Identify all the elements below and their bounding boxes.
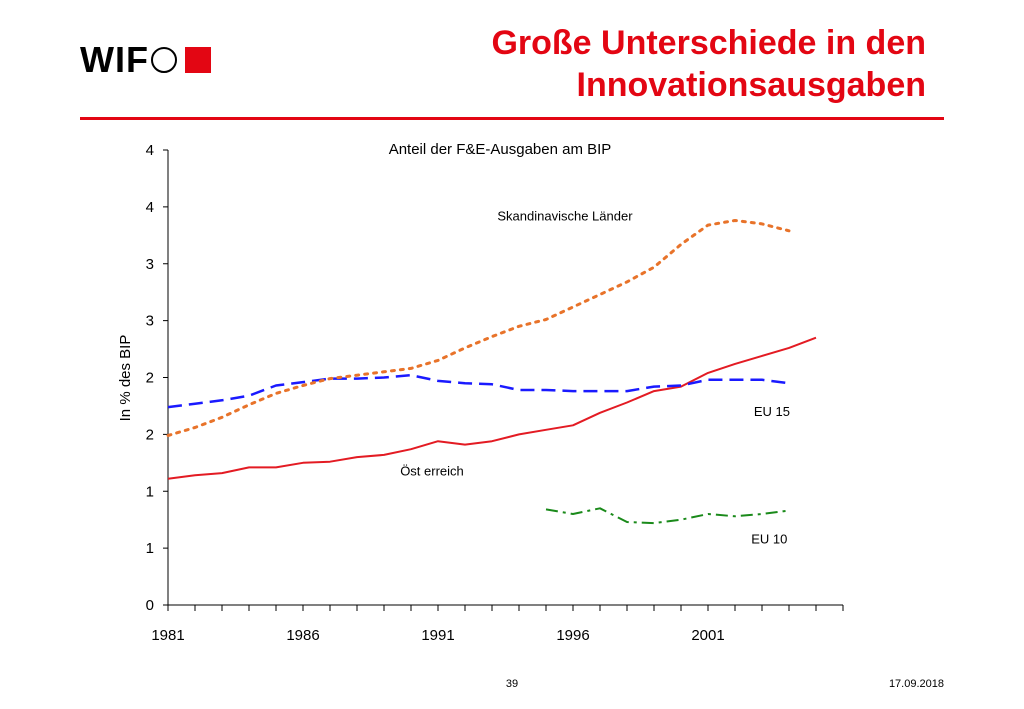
slide-title: Große Unterschiede in den Innovationsaus… — [491, 22, 926, 106]
y-tick-label: 2 — [146, 426, 154, 443]
series-line-3 — [545, 507, 790, 525]
footer-date: 17.09.2018 — [888, 678, 944, 690]
y-tick-label: 4 — [146, 142, 154, 159]
logo-text: WIF — [80, 39, 149, 80]
logo-circle-icon — [150, 47, 177, 73]
slide-title-line1: Große Unterschiede in den — [491, 24, 926, 62]
page-number: 39 — [505, 678, 519, 690]
series-annotation: Skandinavische Länder — [497, 209, 633, 224]
y-tick-label: 1 — [146, 540, 154, 557]
y-tick-label: 3 — [146, 313, 154, 330]
y-tick-label: 0 — [146, 597, 154, 614]
logo-square-icon — [184, 47, 211, 73]
series-annotation: EU 10 — [751, 532, 787, 547]
series-annotation: EU 15 — [754, 404, 790, 419]
y-tick-label: 2 — [146, 370, 154, 387]
y-tick-label: 4 — [146, 199, 154, 216]
y-axis-label: In % des BIP — [117, 335, 134, 422]
series-annotation: Öst erreich — [400, 463, 464, 478]
y-tick-label: 1 — [146, 483, 154, 500]
x-tick-label: 1996 — [556, 627, 589, 644]
x-tick-label: 1986 — [286, 627, 319, 644]
x-tick-label: 2001 — [691, 627, 724, 644]
chart-title: Anteil der F&E-Ausgaben am BIP — [389, 141, 612, 158]
wifo-logo: WIF — [80, 40, 211, 80]
title-divider — [80, 117, 944, 120]
x-tick-label: 1981 — [151, 627, 184, 644]
slide-title-line2: Innovationsausgaben — [576, 66, 927, 104]
x-tick-label: 1991 — [421, 627, 454, 644]
series-line-2 — [166, 219, 791, 437]
y-tick-label: 3 — [146, 256, 154, 273]
series-line-1 — [167, 373, 790, 409]
series-line-0 — [167, 336, 817, 480]
